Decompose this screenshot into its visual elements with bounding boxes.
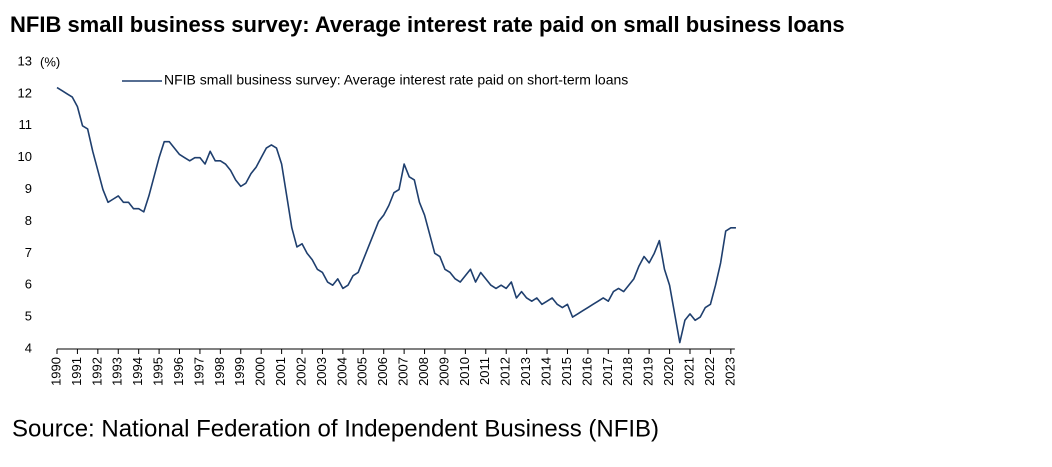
line-series [56,86,736,344]
y-tick-label: 8 [25,213,32,228]
x-tick-label: 2008 [416,357,431,386]
x-tick-label: 1990 [48,357,63,386]
y-tick-label: 9 [25,181,32,196]
legend-label: NFIB small business survey: Average inte… [164,72,628,88]
chart-title: NFIB small business survey: Average inte… [10,12,845,37]
x-tick-label: 1993 [110,357,125,386]
y-tick-label: 11 [19,117,33,132]
x-tick-label: 2015 [559,357,574,386]
x-tick-label: 2023 [722,357,737,386]
x-tick-label: 2003 [314,357,329,386]
x-tick-label: 2001 [273,357,288,386]
x-tick-label: 1995 [151,357,166,386]
x-tick-label: 1991 [69,357,84,386]
x-tick-label: 2009 [436,357,451,386]
x-tick-label: 2002 [293,357,308,386]
x-tick-label: 2005 [355,357,370,386]
x-tick-label: 1998 [212,357,227,386]
x-tick-label: 2000 [253,357,268,386]
x-tick-label: 1996 [171,357,186,386]
x-tick-label: 2010 [457,357,472,386]
x-tick-label: 2013 [518,357,533,386]
x-tick-label: 2014 [538,357,553,386]
x-tick-label: 1997 [191,357,206,386]
y-tick-label: 12 [18,85,32,100]
x-tick-label: 2018 [620,357,635,386]
x-tick-label: 2012 [498,357,513,386]
y-tick-label: 4 [25,340,32,355]
x-tick-label: 2016 [579,357,594,386]
y-tick-label: 10 [18,149,32,164]
x-tick-label: 2021 [681,357,696,386]
x-tick-label: 2006 [375,357,390,386]
x-tick-label: 2019 [641,357,656,386]
x-tick-label: 2017 [600,357,615,386]
x-tick-label: 1994 [130,357,145,386]
source: Source: National Federation of Independe… [12,415,659,442]
y-tick-label: 13 [18,53,32,68]
x-tick-label: 1999 [232,357,247,386]
x-tick-label: 2004 [334,357,349,386]
y-tick-label: 6 [25,277,32,292]
x-tick-label: 2011 [477,357,492,385]
y-unit: (%) [40,54,60,69]
x-tick-label: 2007 [396,357,411,386]
x-tick-label: 1992 [89,357,104,386]
x-tick-label: 2022 [702,357,717,386]
x-tick-label: 2020 [661,357,676,386]
y-tick-label: 7 [25,245,32,260]
y-tick-label: 5 [25,309,32,324]
